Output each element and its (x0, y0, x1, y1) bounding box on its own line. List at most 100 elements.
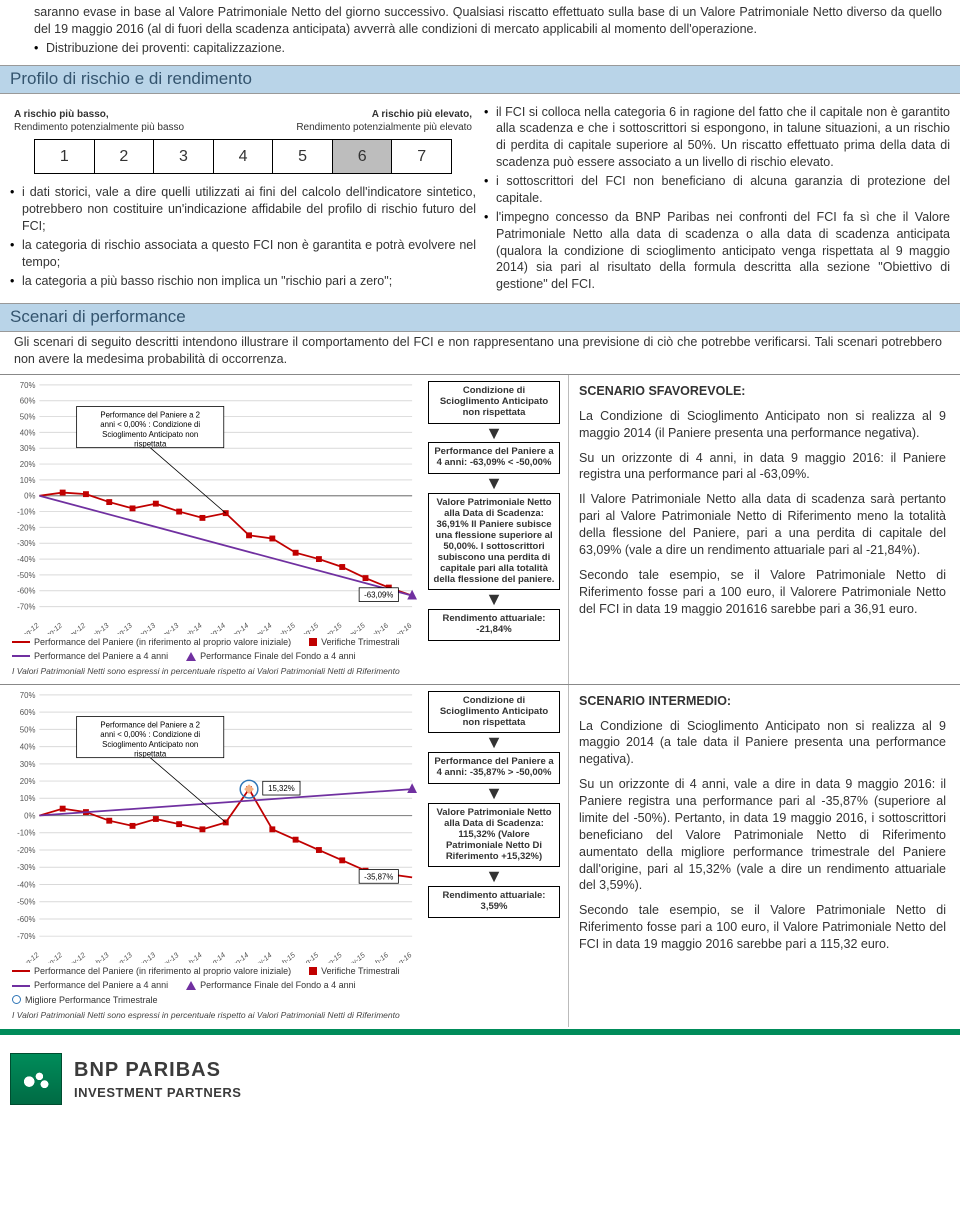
risk-low-return: Rendimento potenzialmente più basso (14, 121, 184, 135)
lg1-note: I Valori Patrimoniali Netti sono espress… (12, 666, 418, 677)
footer-line2: INVESTMENT PARTNERS (74, 1084, 241, 1102)
svg-text:nov-14: nov-14 (251, 950, 274, 963)
svg-text:-10%: -10% (17, 828, 35, 837)
svg-text:-30%: -30% (17, 863, 35, 872)
svg-text:feb-15: feb-15 (275, 950, 297, 964)
risk-cell-6: 6 (333, 140, 393, 174)
svg-text:rispettata: rispettata (134, 749, 167, 758)
svg-text:nov-15: nov-15 (344, 950, 368, 964)
lg2-best: Migliore Performance Trimestrale (25, 994, 158, 1006)
svg-text:-50%: -50% (17, 571, 35, 580)
svg-text:-70%: -70% (17, 932, 35, 941)
svg-text:ago-14: ago-14 (227, 950, 250, 963)
risk-high-return: Rendimento potenzialmente più elevato (296, 121, 472, 135)
arrow-icon: ▼ (485, 737, 503, 748)
bnp-logo-icon (10, 1053, 62, 1105)
s1-p4: Secondo tale esempio, se il Valore Patri… (579, 567, 946, 618)
svg-text:mag-12: mag-12 (16, 950, 41, 963)
risk-high-label: A rischio più elevato, (372, 108, 472, 122)
svg-text:mag-15: mag-15 (295, 620, 321, 634)
chart-2: 70%60%50%40%30%20%10%0%-10%-20%-30%-40%-… (6, 689, 418, 964)
svg-text:nov-14: nov-14 (251, 621, 274, 634)
svg-text:mag-13: mag-13 (109, 950, 135, 964)
risk-right-b3: l'impegno concesso da BNP Paribas nei co… (484, 209, 950, 293)
svg-text:10%: 10% (20, 794, 36, 803)
svg-text:-60%: -60% (17, 587, 35, 596)
risk-cell-3: 3 (154, 140, 214, 174)
risk-cell-4: 4 (214, 140, 274, 174)
s1-box4: Rendimento attuariale: -21,84% (428, 609, 560, 641)
svg-text:20%: 20% (20, 460, 36, 469)
svg-text:70%: 70% (20, 381, 36, 390)
svg-text:feb-13: feb-13 (89, 620, 111, 634)
svg-text:mag-13: mag-13 (109, 620, 135, 634)
svg-text:-70%: -70% (17, 602, 35, 611)
svg-text:mag-15: mag-15 (295, 950, 321, 964)
svg-text:-63,09%: -63,09% (364, 590, 393, 599)
svg-text:-50%: -50% (17, 897, 35, 906)
scen-intro: Gli scenari di seguito descritti intendo… (0, 332, 960, 374)
svg-text:ago-13: ago-13 (134, 620, 158, 634)
arrow-icon: ▼ (485, 428, 503, 439)
svg-text:nov-13: nov-13 (157, 620, 181, 634)
svg-text:rispettata: rispettata (134, 440, 167, 449)
scenario-1: 70%60%50%40%30%20%10%0%-10%-20%-30%-40%-… (0, 374, 960, 684)
risk-left-col: A rischio più basso, A rischio più eleva… (10, 102, 476, 296)
svg-text:nov-13: nov-13 (157, 950, 181, 964)
svg-text:mag-14: mag-14 (202, 621, 227, 634)
risk-low-label: A rischio più basso, (14, 108, 109, 122)
lg1-panier: Performance del Paniere (in riferimento … (34, 636, 291, 648)
svg-text:-30%: -30% (17, 539, 35, 548)
svg-text:-20%: -20% (17, 523, 35, 532)
svg-text:feb-14: feb-14 (182, 621, 204, 634)
lg1-verif: Verifiche Trimestrali (321, 636, 400, 648)
svg-text:nov-15: nov-15 (344, 620, 368, 634)
svg-text:feb-16: feb-16 (368, 950, 390, 964)
svg-text:ago-15: ago-15 (320, 950, 344, 964)
svg-text:-35,87%: -35,87% (364, 872, 393, 881)
svg-text:nov-12: nov-12 (64, 950, 87, 963)
svg-text:feb-16: feb-16 (368, 620, 390, 634)
svg-text:ago-15: ago-15 (320, 620, 344, 634)
scen-header: Scenari di performance (0, 303, 960, 332)
footer-line1: BNP PARIBAS (74, 1057, 241, 1084)
svg-text:Scioglimento Anticipato non: Scioglimento Anticipato non (102, 430, 198, 439)
svg-text:60%: 60% (20, 708, 36, 717)
svg-text:feb-14: feb-14 (182, 950, 204, 963)
lg1-p4: Performance del Paniere a 4 anni (34, 650, 168, 662)
svg-text:nov-12: nov-12 (64, 621, 87, 634)
lg1-final: Performance Finale del Fondo a 4 anni (200, 650, 356, 662)
s1-p2: Su un orizzonte di 4 anni, in data 9 mag… (579, 450, 946, 484)
lg2-verif: Verifiche Trimestrali (321, 965, 400, 977)
arrow-icon: ▼ (485, 788, 503, 799)
svg-text:70%: 70% (20, 691, 36, 700)
lg2-p4: Performance del Paniere a 4 anni (34, 979, 168, 991)
svg-text:50%: 50% (20, 412, 36, 421)
svg-text:30%: 30% (20, 759, 36, 768)
legend-2: Performance del Paniere (in riferimento … (6, 965, 418, 1021)
scenario-2: 70%60%50%40%30%20%10%0%-10%-20%-30%-40%-… (0, 684, 960, 1028)
risk-header: Profilo di rischio e di rendimento (0, 65, 960, 94)
svg-text:Performance del Paniere a 2: Performance del Paniere a 2 (100, 410, 200, 419)
s1-p3: Il Valore Patrimoniale Netto alla data d… (579, 491, 946, 559)
scen1-boxes: Condizione di Scioglimento Anticipato no… (420, 375, 568, 684)
risk-scale: 1234567 (34, 139, 452, 175)
svg-text:anni < 0,00% : Condizione di: anni < 0,00% : Condizione di (100, 730, 200, 739)
s2-p2: Su un orizzonte di 4 anni, vale a dire i… (579, 776, 946, 894)
svg-text:anni < 0,00% : Condizione di: anni < 0,00% : Condizione di (100, 420, 200, 429)
scen2-boxes: Condizione di Scioglimento Anticipato no… (420, 685, 568, 1028)
svg-text:feb-15: feb-15 (275, 620, 297, 634)
svg-text:ago-12: ago-12 (41, 621, 64, 634)
svg-text:60%: 60% (20, 397, 36, 406)
svg-text:ago-14: ago-14 (227, 621, 250, 634)
lg2-final: Performance Finale del Fondo a 4 anni (200, 979, 356, 991)
s2-p1: La Condizione di Scioglimento Anticipato… (579, 718, 946, 769)
svg-text:30%: 30% (20, 444, 36, 453)
svg-text:ago-13: ago-13 (134, 950, 158, 964)
risk-right-col: il FCI si colloca nella categoria 6 in r… (484, 102, 950, 296)
s2-box2: Performance del Paniere a 4 anni: -35,87… (428, 752, 560, 784)
svg-text:Performance del Paniere a 2: Performance del Paniere a 2 (100, 720, 200, 729)
s2-p3: Secondo tale esempio, se il Valore Patri… (579, 902, 946, 953)
svg-text:20%: 20% (20, 777, 36, 786)
legend-1: Performance del Paniere (in riferimento … (6, 636, 418, 678)
